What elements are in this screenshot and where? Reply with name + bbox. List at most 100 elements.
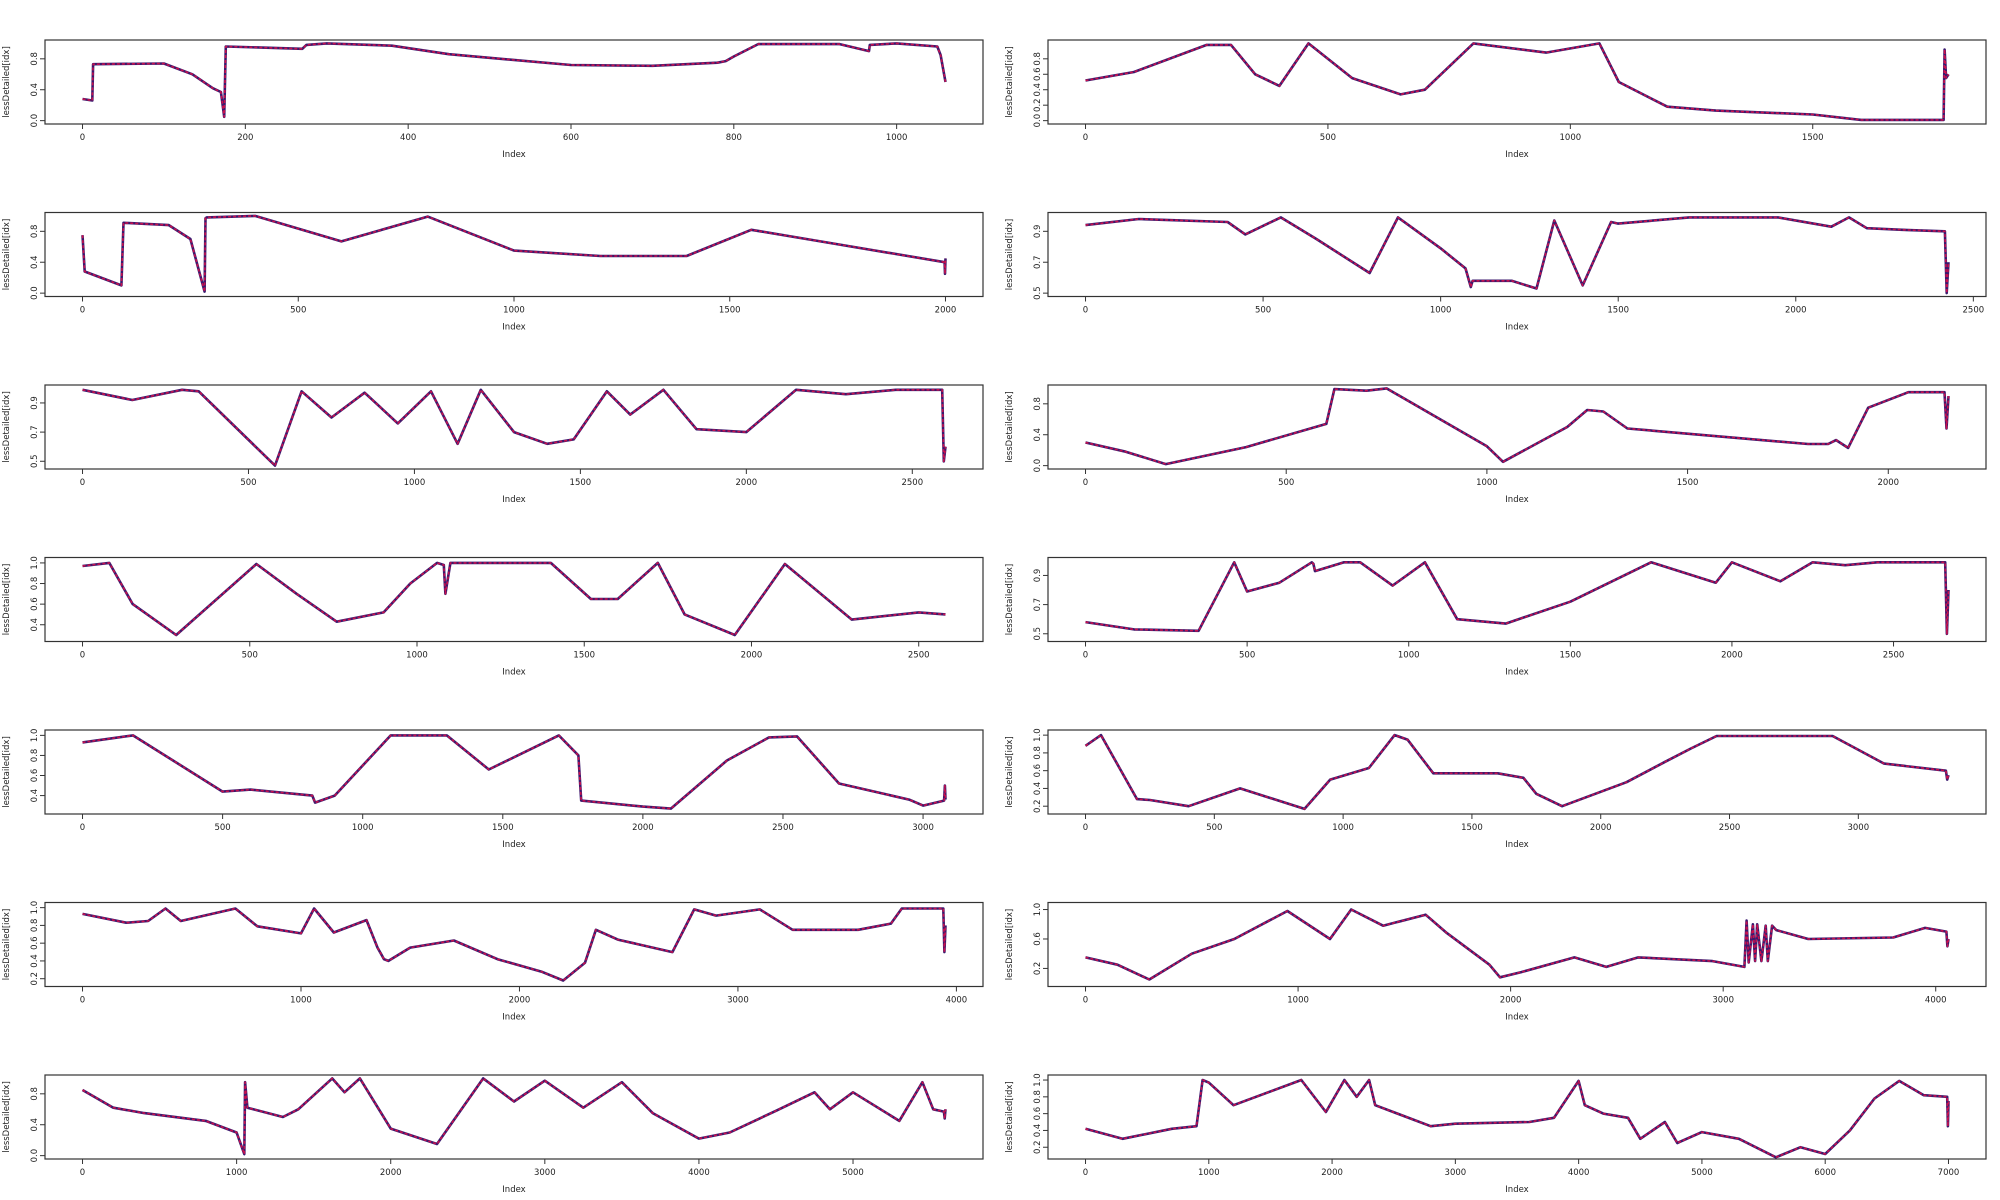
x-tick-label: 500 (1206, 823, 1222, 833)
y-tick-label: 1.0 (30, 729, 40, 743)
y-tick-label: 0.6 (1033, 932, 1043, 946)
x-tick-label: 3000 (727, 996, 749, 1006)
x-tick-label: 2000 (1321, 1168, 1343, 1178)
plot-panel-7: 0 500 1000 1500 2000 2500 0.4 0.6 0.8 1.0 Index les… (2, 556, 984, 678)
series-line (1085, 387, 1950, 465)
x-tick-label: 1000 (406, 651, 428, 661)
x-tick-label: 1000 (1198, 1168, 1220, 1178)
x-tick-label: 3000 (534, 1168, 556, 1178)
x-tick-label: 500 (290, 306, 306, 316)
y-axis-label: lessDetailed[idx] (2, 1081, 12, 1153)
x-tick-label: 0 (1083, 996, 1088, 1006)
x-tick-label: 2000 (1877, 478, 1899, 488)
series-line-shadow (1085, 1078, 1950, 1159)
x-tick-label: 1000 (1287, 996, 1309, 1006)
plot-frame (44, 384, 984, 470)
x-tick-label: 2000 (1785, 306, 1807, 316)
x-tick-label: 1000 (886, 133, 908, 143)
x-tick-label: 1500 (570, 478, 592, 488)
y-tick-label: 0.8 (1033, 1090, 1043, 1104)
x-axis-label: Index (502, 323, 525, 333)
x-tick-label: 0 (80, 133, 85, 143)
y-axis-label: lessDetailed[idx] (1005, 564, 1015, 636)
x-tick-label: 1000 (1430, 306, 1452, 316)
y-tick-label: 0.6 (30, 597, 40, 611)
series-line-shadow (82, 734, 947, 810)
x-tick-label: 1500 (1802, 133, 1824, 143)
x-tick-label: 0 (1083, 306, 1088, 316)
y-tick-label: 0.8 (1033, 397, 1043, 411)
y-tick-label: 0.0 (1033, 114, 1043, 128)
x-tick-label: 1500 (719, 306, 741, 316)
x-tick-label: 0 (80, 651, 85, 661)
x-tick-label: 2000 (509, 996, 531, 1006)
y-axis-label: lessDetailed[idx] (1005, 736, 1015, 808)
x-axis-label: Index (1505, 495, 1528, 505)
x-tick-label: 2500 (901, 478, 923, 488)
plot-frame (44, 39, 984, 125)
x-tick-label: 500 (242, 651, 258, 661)
x-tick-label: 800 (726, 133, 742, 143)
x-axis-label: Index (1505, 840, 1528, 850)
x-tick-label: 1500 (1560, 651, 1582, 661)
x-axis-label: Index (502, 840, 525, 850)
y-tick-label: 0.2 (30, 972, 40, 986)
x-tick-label: 1000 (1398, 651, 1420, 661)
y-tick-label: 0.5 (1033, 627, 1043, 641)
x-tick-label: 500 (214, 823, 230, 833)
x-tick-label: 200 (237, 133, 253, 143)
x-tick-label: 2000 (632, 823, 654, 833)
plot-frame (1047, 901, 1987, 988)
series-line-shadow (1085, 387, 1950, 466)
series-line (82, 1077, 947, 1155)
y-axis-label: lessDetailed[idx] (2, 391, 12, 463)
series-line-shadow (81, 1077, 947, 1156)
x-tick-label: 500 (1255, 306, 1271, 316)
plot-frame (44, 729, 984, 815)
plot-frame (1047, 384, 1987, 470)
x-tick-label: 0 (1083, 133, 1088, 143)
x-tick-label: 500 (1320, 133, 1336, 143)
series-line (1085, 734, 1950, 810)
x-tick-label: 3000 (1847, 823, 1869, 833)
x-tick-label: 4000 (688, 1168, 710, 1178)
x-tick-label: 2000 (935, 306, 957, 316)
series-line-shadow (82, 907, 947, 982)
y-tick-label: 0.4 (30, 83, 40, 97)
series-line-shadow (82, 42, 947, 119)
x-tick-label: 6000 (1814, 1168, 1836, 1178)
series-line (81, 215, 947, 293)
y-axis-label: lessDetailed[idx] (2, 564, 12, 636)
y-tick-label: 0.4 (30, 789, 40, 803)
x-axis-label: Index (1505, 1185, 1528, 1195)
series-line-shadow (1085, 561, 1950, 636)
y-tick-label: 0.8 (30, 577, 40, 591)
x-tick-label: 1000 (503, 306, 525, 316)
plot-panel-3: 0 500 1000 1500 2000 0.0 0.4 0.8 Index lessDetail… (2, 211, 984, 333)
y-tick-label: 0.6 (1033, 1107, 1043, 1121)
x-axis-label: Index (1505, 323, 1528, 333)
y-tick-label: 1.0 (30, 901, 40, 915)
x-tick-label: 5000 (842, 1168, 864, 1178)
y-tick-label: 0.0 (30, 286, 40, 300)
x-tick-label: 2500 (1719, 823, 1741, 833)
x-axis-label: Index (502, 668, 525, 678)
x-tick-label: 1000 (226, 1168, 248, 1178)
series-line (82, 907, 947, 982)
y-axis-label: lessDetailed[idx] (2, 219, 12, 291)
plot-frame (44, 556, 984, 643)
plot-frame (44, 901, 984, 988)
series-line-shadow (1085, 908, 1950, 981)
y-tick-label: 0.4 (1033, 782, 1043, 796)
y-tick-label: 0.8 (1033, 746, 1043, 760)
plot-frame (44, 211, 984, 298)
series-line (1085, 561, 1950, 635)
x-tick-label: 2000 (741, 651, 763, 661)
y-tick-label: 0.4 (30, 255, 40, 269)
series-line (82, 562, 946, 636)
series-line (82, 389, 947, 467)
y-tick-label: 1.0 (1033, 1073, 1043, 1087)
x-tick-label: 3000 (1445, 1168, 1467, 1178)
y-tick-label: 0.8 (30, 749, 40, 763)
